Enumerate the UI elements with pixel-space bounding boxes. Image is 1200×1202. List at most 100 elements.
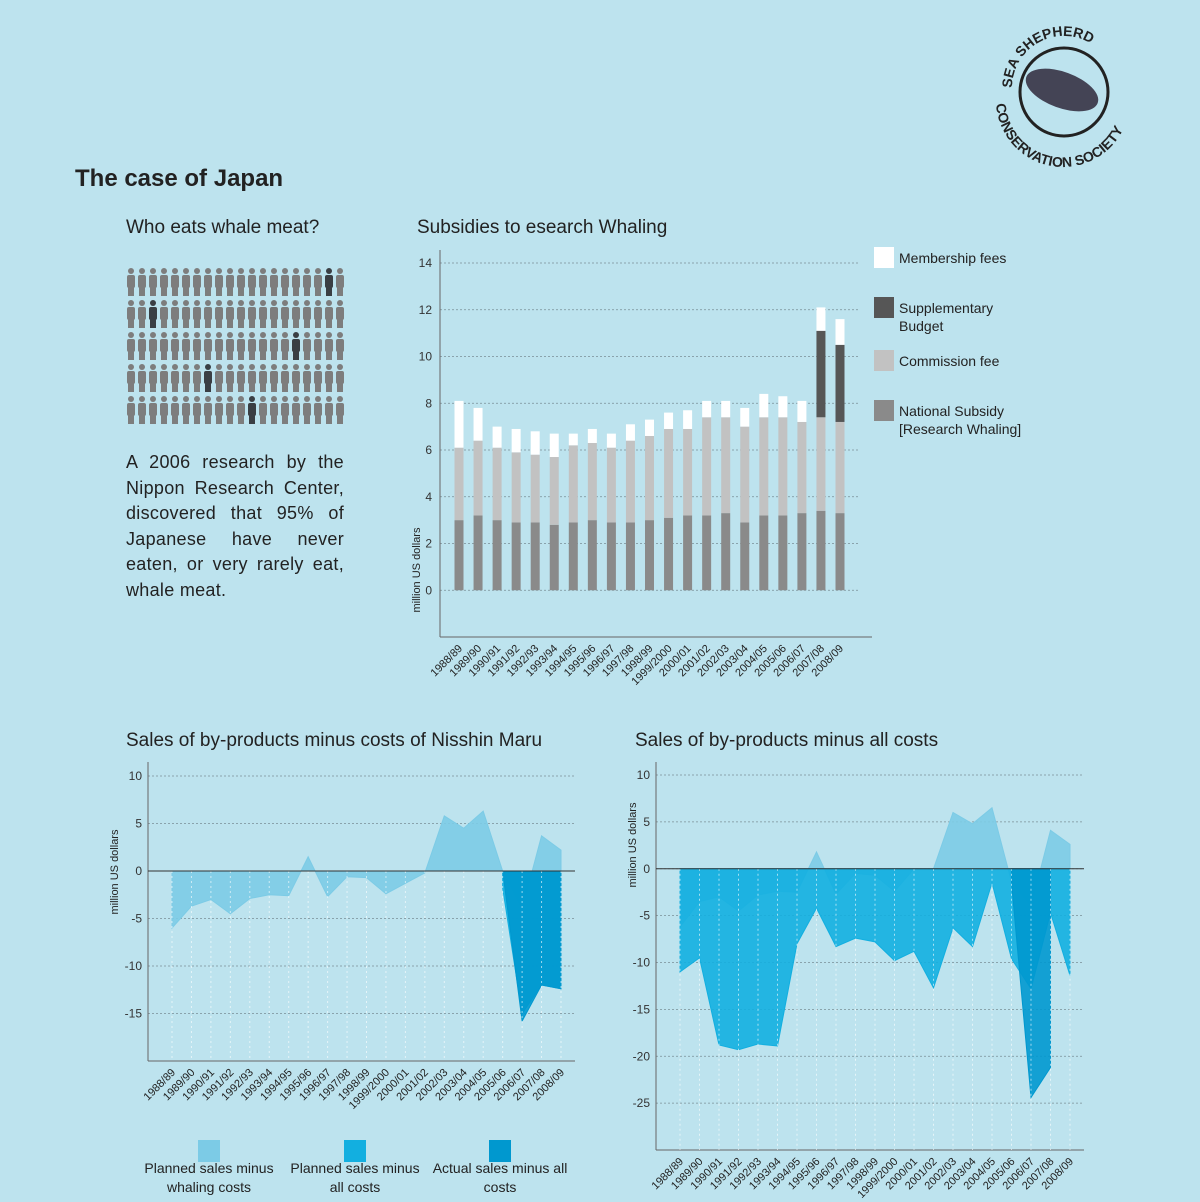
person-legs — [249, 415, 255, 424]
person-body — [325, 275, 333, 288]
person-head — [304, 364, 310, 370]
y-tick-label: 0 — [135, 864, 142, 878]
legend-label: Commission fee — [899, 353, 1000, 369]
person-body — [149, 275, 157, 288]
person-legs — [161, 383, 167, 392]
person-body — [259, 339, 267, 352]
bar-segment — [568, 522, 578, 591]
person-head — [238, 332, 244, 338]
person-legs — [260, 287, 266, 296]
person-icon — [270, 300, 278, 328]
person-head — [205, 332, 211, 338]
person-legs — [304, 287, 310, 296]
person-icon — [193, 300, 201, 328]
person-head — [128, 364, 134, 370]
person-body — [226, 403, 234, 416]
logo-whale — [1025, 68, 1099, 112]
person-head — [194, 396, 200, 402]
person-legs — [194, 415, 200, 424]
bar-segment — [511, 452, 521, 523]
person-icon — [248, 364, 256, 392]
person-body — [248, 275, 256, 288]
person-body — [237, 339, 245, 352]
person-body — [281, 371, 289, 384]
person-legs — [139, 351, 145, 360]
person-body — [281, 403, 289, 416]
person-head — [293, 396, 299, 402]
person-icon — [138, 268, 146, 296]
bar-segment — [492, 520, 502, 591]
person-head — [194, 332, 200, 338]
person-legs — [238, 319, 244, 328]
person-legs — [293, 351, 299, 360]
legend-swatch — [198, 1140, 220, 1162]
person-head — [304, 396, 310, 402]
person-legs — [183, 415, 189, 424]
person-legs — [150, 319, 156, 328]
person-icon — [292, 396, 300, 424]
person-head — [337, 300, 343, 306]
bar-segment — [835, 421, 845, 514]
bar-segment — [492, 426, 502, 448]
person-legs — [293, 287, 299, 296]
person-body — [138, 275, 146, 288]
person-head — [227, 268, 233, 274]
bar-segment — [778, 515, 788, 591]
person-body — [127, 339, 135, 352]
y-tick-label: 10 — [419, 350, 433, 364]
person-legs — [205, 287, 211, 296]
person-head — [282, 268, 288, 274]
person-head — [315, 332, 321, 338]
y-tick-label: 5 — [643, 815, 650, 829]
person-legs — [172, 415, 178, 424]
person-head — [194, 268, 200, 274]
person-body — [226, 371, 234, 384]
person-head — [337, 396, 343, 402]
person-head — [337, 332, 343, 338]
person-head — [205, 268, 211, 274]
person-head — [271, 396, 277, 402]
person-legs — [249, 319, 255, 328]
person-body — [160, 403, 168, 416]
person-legs — [172, 287, 178, 296]
page-title: The case of Japan — [75, 165, 283, 192]
y-tick-label: 12 — [419, 303, 433, 317]
bar-segment — [511, 428, 521, 453]
person-legs — [315, 415, 321, 424]
person-icon — [182, 396, 190, 424]
person-legs — [337, 319, 343, 328]
person-icon — [281, 396, 289, 424]
person-legs — [293, 383, 299, 392]
person-body — [259, 275, 267, 288]
legend-swatch — [489, 1140, 511, 1162]
person-icon — [160, 364, 168, 392]
person-legs — [227, 287, 233, 296]
person-head — [161, 300, 167, 306]
person-icon — [325, 268, 333, 296]
person-icon — [292, 364, 300, 392]
logo: SEA SHEPHERD CONSERVATION SOCIETY — [993, 23, 1126, 170]
person-legs — [150, 383, 156, 392]
person-body — [204, 339, 212, 352]
chart-title: Sales of by-products minus all costs — [635, 730, 938, 751]
person-head — [249, 364, 255, 370]
bar-segment — [625, 522, 635, 591]
person-icon — [138, 332, 146, 360]
person-legs — [139, 287, 145, 296]
person-head — [139, 268, 145, 274]
y-axis-label: million US dollars — [627, 802, 639, 887]
person-body — [171, 307, 179, 320]
person-body — [281, 339, 289, 352]
person-legs — [326, 383, 332, 392]
person-icon — [160, 300, 168, 328]
person-head — [227, 300, 233, 306]
person-head — [183, 332, 189, 338]
person-body — [292, 275, 300, 288]
person-legs — [271, 383, 277, 392]
person-body — [149, 371, 157, 384]
y-tick-label: -25 — [633, 1096, 651, 1110]
legend-swatch — [874, 247, 894, 268]
person-icon — [215, 332, 223, 360]
person-legs — [161, 351, 167, 360]
